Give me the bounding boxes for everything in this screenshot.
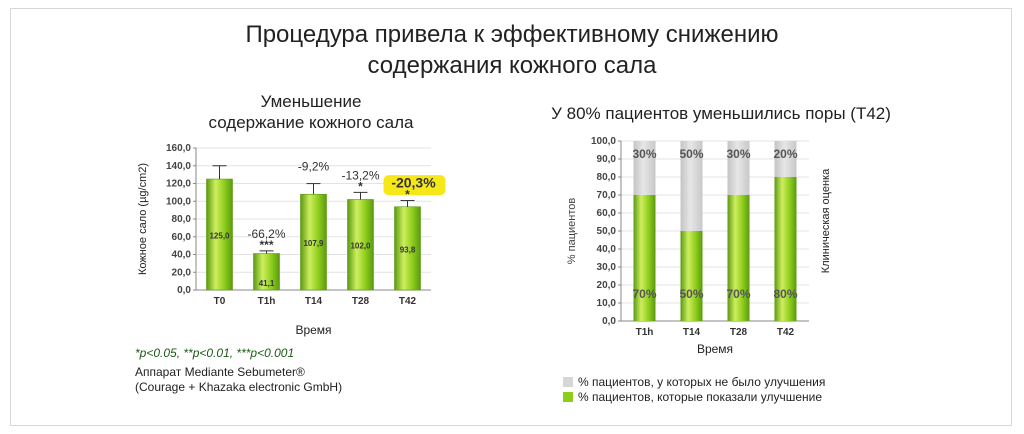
bar-improvement-T28 bbox=[727, 195, 750, 321]
bar-improvement-T14 bbox=[680, 231, 703, 321]
significance-note: *p<0.05, **p<0.01, ***p<0.001 bbox=[135, 346, 295, 360]
bar-value-label: 125,0 bbox=[209, 232, 230, 241]
bar-no-improvement-T14 bbox=[680, 141, 703, 231]
y-tick-label: 20,0 bbox=[597, 280, 617, 291]
legend-label-no-improvement: % пациентов, у которых не было улучшения bbox=[578, 375, 826, 389]
segment-label-improvement: 70% bbox=[726, 287, 750, 301]
bar-value-label: 107,9 bbox=[303, 239, 324, 248]
y-tick-label: 70,0 bbox=[597, 190, 617, 201]
x-tick-label: T1h bbox=[636, 327, 654, 338]
slide-title: Процедура привела к эффективному снижени… bbox=[11, 19, 1013, 81]
y-tick-label: 80,0 bbox=[172, 214, 192, 225]
x-tick-label: T42 bbox=[399, 296, 417, 307]
segment-label-no-improvement: 50% bbox=[679, 147, 703, 161]
change-label: -9,2% bbox=[298, 160, 330, 174]
significance-marker: * bbox=[405, 188, 410, 202]
bar-no-improvement-T42 bbox=[774, 141, 797, 177]
x-tick-label: T28 bbox=[352, 296, 370, 307]
significance-marker: * bbox=[358, 179, 363, 193]
bar-value-label: 93,8 bbox=[400, 245, 416, 254]
legend-item-improvement: % пациентов, которые показали улучшение bbox=[563, 390, 822, 405]
y-axis-label: % пациентов bbox=[566, 198, 578, 265]
x-tick-label: T0 bbox=[214, 296, 226, 307]
right-chart-title: У 80% пациентов уменьшились поры (T42) bbox=[551, 104, 891, 123]
legend-swatch-grey bbox=[563, 377, 573, 387]
y-tick-label: 40,0 bbox=[597, 244, 617, 255]
change-label: -20,3% bbox=[391, 175, 436, 191]
bar-improvement-T1h bbox=[633, 195, 656, 321]
y-tick-label: 50,0 bbox=[597, 226, 617, 237]
pores-stacked-bar-chart: 0,0 10,0 20,0 30,0 40,0 50,0 60,0 70,0 80,0 90,0 1… bbox=[566, 136, 832, 356]
y-tick-label: 30,0 bbox=[597, 262, 617, 273]
segment-label-no-improvement: 20% bbox=[773, 147, 797, 161]
legend-item-no-improvement: % пациентов, у которых не было улучшения bbox=[563, 375, 825, 390]
segment-label-improvement: 80% bbox=[773, 287, 797, 301]
bar-value-label: 102,0 bbox=[350, 242, 371, 251]
slide-title-line1: Процедура привела к эффективному снижени… bbox=[245, 21, 779, 48]
y-tick-label: 80,0 bbox=[597, 172, 617, 183]
y-tick-label: 60,0 bbox=[597, 208, 617, 219]
y-tick-label: 100,0 bbox=[591, 136, 616, 147]
x-tick-label: T28 bbox=[730, 327, 748, 338]
bar-T28 bbox=[347, 199, 374, 291]
x-tick-label: T14 bbox=[683, 327, 701, 338]
x-axis-label: Время bbox=[697, 342, 733, 356]
y-tick-label: 0,0 bbox=[177, 285, 191, 296]
device-note-line2: (Courage + Khazaka electronic GmbH) bbox=[135, 380, 343, 394]
y-tick-label: 40,0 bbox=[172, 250, 192, 261]
bar-T14 bbox=[300, 193, 327, 291]
bar-value-label: 41,1 bbox=[259, 279, 275, 288]
left-chart-title-line2: содержание кожного сала bbox=[208, 113, 414, 132]
y-tick-label: 160,0 bbox=[166, 143, 191, 154]
segment-label-improvement: 50% bbox=[679, 287, 703, 301]
y-tick-label: 100,0 bbox=[166, 196, 191, 207]
legend-label-improvement: % пациентов, которые показали улучшение bbox=[578, 390, 823, 404]
device-note-line1: Аппарат Mediante Sebumeter® bbox=[135, 365, 305, 379]
x-tick-label: T14 bbox=[305, 296, 323, 307]
change-label: -66,2% bbox=[247, 227, 285, 241]
y-tick-label: 10,0 bbox=[597, 298, 617, 309]
significance-marker: *** bbox=[259, 238, 273, 252]
segment-label-improvement: 70% bbox=[632, 287, 656, 301]
segment-label-no-improvement: 30% bbox=[726, 147, 750, 161]
left-chart-title: Уменьшение содержание кожного сала bbox=[191, 91, 431, 133]
segment-label-no-improvement: 30% bbox=[632, 147, 656, 161]
y-tick-label: 120,0 bbox=[166, 179, 191, 190]
y-tick-label: 0,0 bbox=[602, 316, 616, 327]
x-tick-label: T42 bbox=[777, 327, 795, 338]
y-tick-label: 140,0 bbox=[166, 161, 191, 172]
y-tick-label: 60,0 bbox=[172, 232, 192, 243]
slide-title-line2: содержания кожного сала bbox=[367, 52, 657, 79]
slide: Процедура привела к эффективному снижени… bbox=[10, 8, 1012, 426]
highlight-band bbox=[383, 175, 446, 196]
y-tick-label: 20,0 bbox=[172, 267, 192, 278]
x-tick-label: T1h bbox=[258, 296, 276, 307]
bar-improvement-T42 bbox=[774, 177, 797, 321]
sebum-bar-chart: 0,0 20,0 40,0 60,0 80,0 100,0 120,0 140,0 160,0 1… bbox=[137, 143, 446, 337]
y-axis-label: Кожное сало (µg/cm2) bbox=[137, 163, 149, 275]
change-label: -13,2% bbox=[341, 168, 379, 182]
x-axis-label: Время bbox=[295, 323, 331, 337]
bar-no-improvement-T28 bbox=[727, 141, 750, 195]
bar-no-improvement-T1h bbox=[633, 141, 656, 195]
y-axis-label-right: Клиническая оценка bbox=[820, 168, 832, 273]
legend-swatch-green bbox=[563, 392, 573, 402]
y-tick-label: 90,0 bbox=[597, 154, 617, 165]
left-chart-title-line1: Уменьшение bbox=[260, 92, 362, 111]
